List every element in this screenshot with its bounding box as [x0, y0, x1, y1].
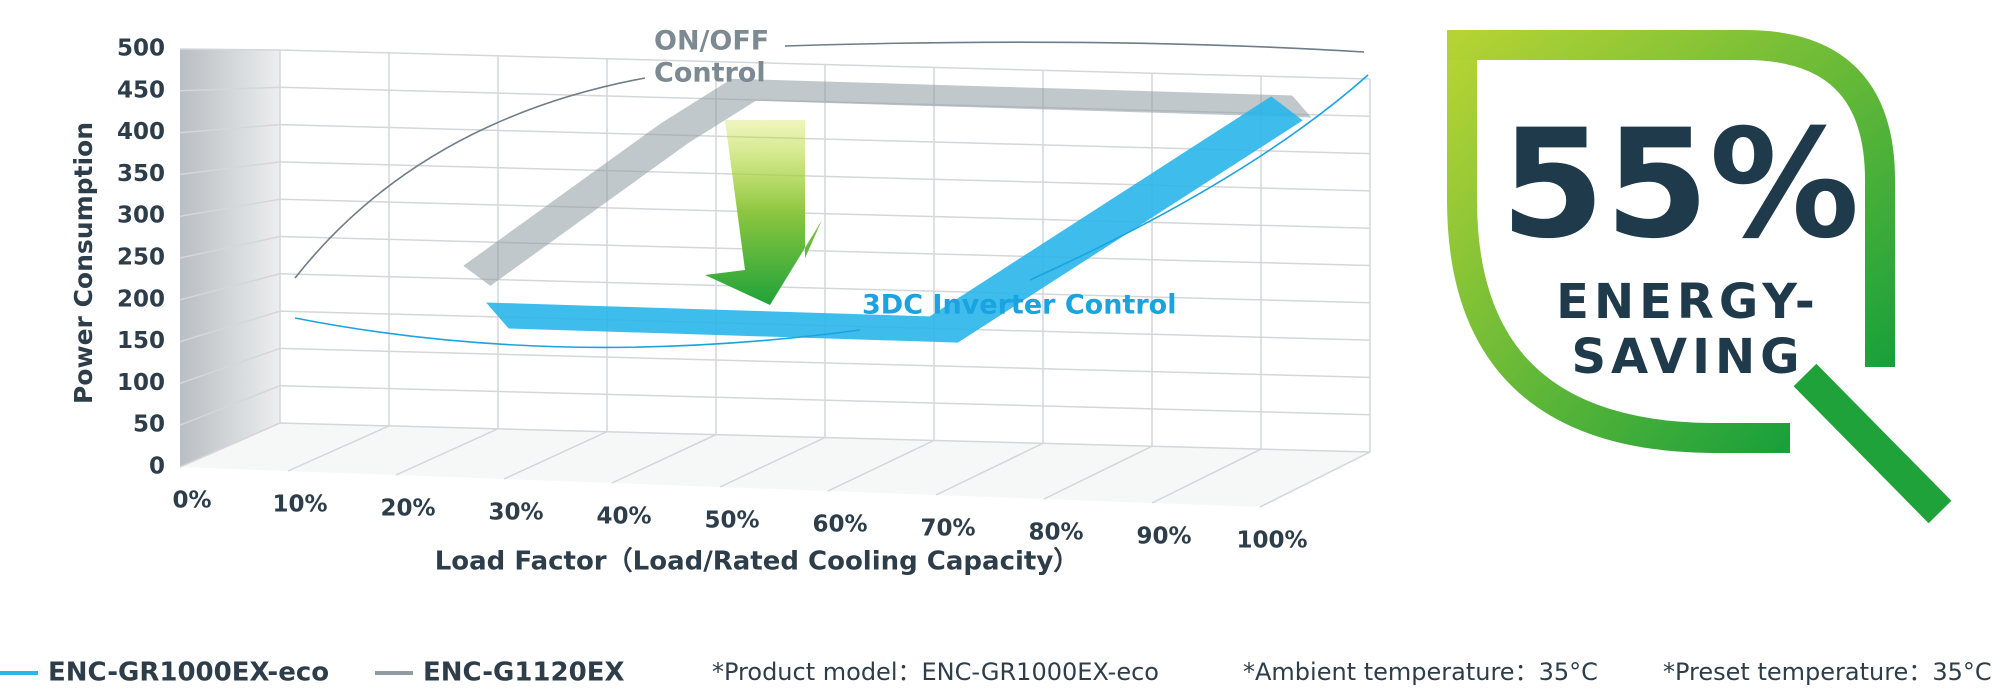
legend-label: ENC-G1120EX: [423, 658, 625, 688]
callout-line: [784, 41, 1365, 53]
grid-line: [179, 384, 1371, 426]
y-tick-label: 350: [117, 161, 165, 187]
x-tick-label: 30%: [488, 500, 543, 526]
grid-line: [935, 70, 1044, 496]
x-tick-label: 10%: [272, 492, 327, 518]
grid-line: [1259, 79, 1371, 508]
legend-label: ENC-GR1000EX-eco: [48, 658, 329, 688]
grid-line: [287, 52, 390, 472]
footnote: *Product model：ENC-GR1000EX-eco: [712, 658, 1159, 686]
badge-tail: [1793, 363, 1952, 524]
x-axis-title: Load Factor（Load/Rated Cooling Capacity）: [435, 547, 1080, 577]
x-tick-label: 20%: [380, 496, 435, 522]
y-tick-label: 200: [117, 286, 165, 312]
series-ribbon: [463, 78, 1312, 286]
x-tick-label: 80%: [1028, 520, 1083, 546]
drop-arrow: [705, 120, 822, 305]
annotation: 3DC Inverter Control: [862, 290, 1176, 321]
chart-frame: 0 50 100 150 200 250 300 350 400 450 500 0% 10% 20% 30…: [117, 36, 1371, 554]
y-tick-label: 400: [117, 119, 165, 145]
badge-frame: [1447, 30, 1895, 367]
x-tick-label: 50%: [704, 508, 759, 534]
y-tick-label: 500: [117, 36, 165, 62]
grid-line: [719, 64, 826, 488]
annotation: Control: [654, 58, 766, 89]
y-tick-label: 300: [117, 203, 165, 229]
footnote: *Preset temperature：35°C: [1663, 658, 1992, 686]
x-tick-label: 100%: [1236, 528, 1307, 554]
footnote: *Ambient temperature：35°C: [1243, 658, 1598, 686]
plot: [463, 78, 1312, 343]
grid-line: [179, 48, 1371, 80]
grid-line: [611, 61, 717, 484]
series-ribbon: [486, 96, 1303, 343]
y-tick-label: 150: [117, 328, 165, 354]
x-tick-label: 0%: [172, 488, 211, 514]
grid-line: [827, 67, 935, 492]
grid-line: [395, 55, 499, 476]
badge-text: ENERGY-: [1556, 274, 1820, 330]
y-axis-title: Power Consumption: [69, 122, 98, 404]
grid-line: [503, 58, 608, 480]
badge-frame: [1447, 50, 1790, 453]
callout-line: [294, 317, 861, 349]
left-wall: [180, 49, 280, 467]
floor: [180, 423, 1370, 507]
grid-line: [179, 50, 281, 468]
callout-line: [1029, 74, 1369, 281]
y-tick-label: 250: [117, 245, 165, 271]
x-tick-label: 40%: [596, 504, 651, 530]
grid-line: [1043, 73, 1153, 500]
grid-line: [179, 347, 1371, 385]
annotation: ON/OFF: [654, 26, 769, 57]
x-tick-label: 70%: [920, 516, 975, 542]
grid-line: [1151, 76, 1262, 504]
callout-line: [294, 77, 646, 279]
y-tick-label: 50: [133, 412, 165, 438]
badge-text: SAVING: [1571, 329, 1804, 385]
legend: ENC-GR1000EX-eco ENC-G1120EX: [0, 658, 625, 688]
y-tick-label: 100: [117, 370, 165, 396]
badge-value: 55%: [1500, 98, 1859, 272]
x-tick-label: 90%: [1136, 524, 1191, 550]
y-tick-label: 450: [117, 77, 165, 103]
y-tick-label: 0: [149, 454, 165, 480]
x-tick-label: 60%: [812, 512, 867, 538]
